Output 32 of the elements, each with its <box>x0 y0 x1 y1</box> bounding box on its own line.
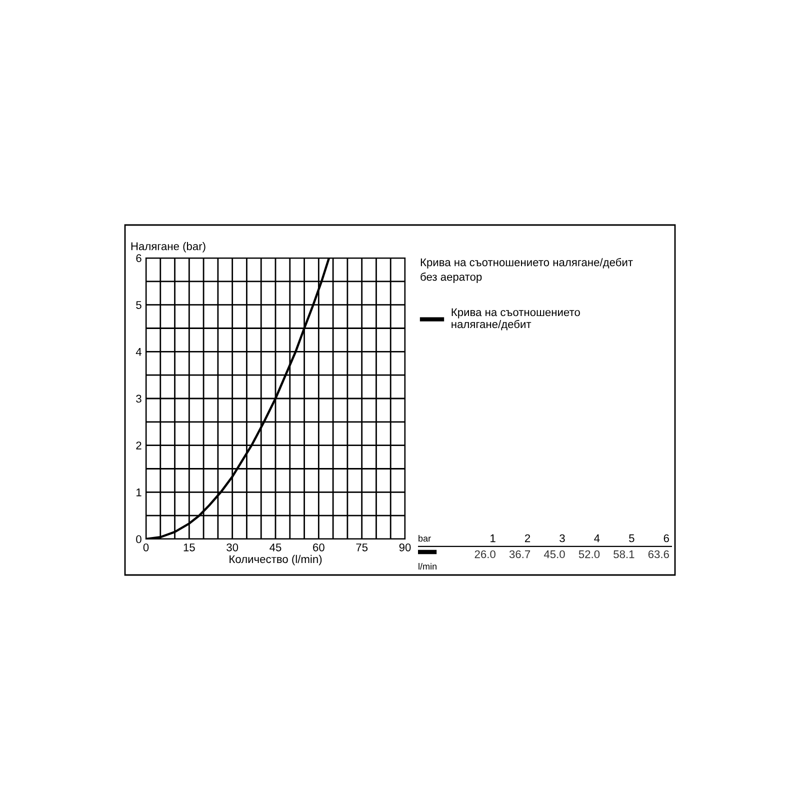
x-axis-title: Количество (l/min) <box>230 554 322 566</box>
x-tick-label: 15 <box>184 544 195 552</box>
text: 2 <box>524 534 530 542</box>
y-tick-label: 2 <box>136 442 142 450</box>
text: 36.7 <box>509 550 530 558</box>
x-tick-label: 90 <box>399 543 411 552</box>
text: 1 <box>490 534 496 542</box>
y-axis-title: Налягане (bar) <box>131 242 206 252</box>
y-tick-label: 6 <box>136 254 142 262</box>
text: l/min <box>418 562 436 570</box>
text: 58.1 <box>614 550 634 558</box>
text: Крива на съотношението налягане/дебит без аератор <box>420 258 633 283</box>
text: 3 <box>560 534 565 542</box>
text: 4 <box>594 534 600 542</box>
y-tick-label: 3 <box>136 394 142 403</box>
text: 63.6 <box>648 550 669 558</box>
text: 6 <box>664 534 669 542</box>
y-tick-label: 5 <box>136 301 142 309</box>
y-tick-label: 0 <box>136 535 142 544</box>
text: 45.0 <box>544 550 565 558</box>
legend-label: Крива на съотношението налягане/дебит <box>452 308 580 330</box>
x-tick-label: 75 <box>356 544 368 552</box>
x-tick-label: 0 <box>143 543 149 552</box>
y-tick-label: 4 <box>136 348 142 356</box>
y-tick-label: 1 <box>136 488 142 496</box>
text: bar <box>418 534 431 542</box>
x-tick-label: 30 <box>226 543 238 552</box>
text: 5 <box>629 534 634 542</box>
text: 52.0 <box>578 550 600 558</box>
text: 26.0 <box>474 550 496 558</box>
x-tick-label: 60 <box>313 543 324 552</box>
x-tick-label: 45 <box>270 544 282 552</box>
